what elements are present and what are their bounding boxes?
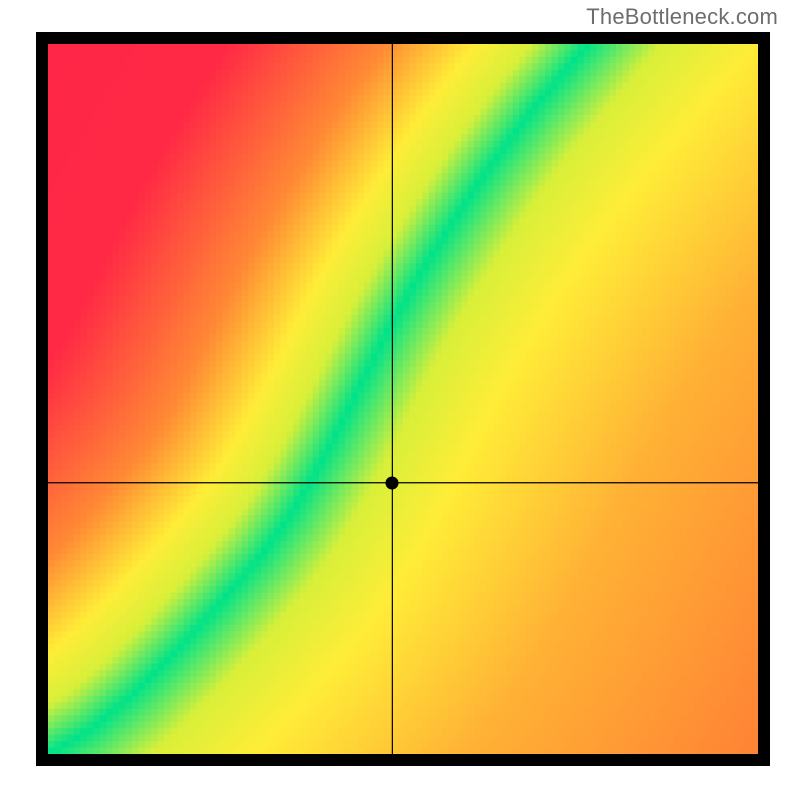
chart-stage: TheBottleneck.com — [0, 0, 800, 800]
watermark-text: TheBottleneck.com — [586, 4, 778, 30]
heatmap-cells — [48, 44, 758, 754]
selection-marker — [386, 476, 399, 489]
heatmap-svg — [48, 44, 758, 754]
